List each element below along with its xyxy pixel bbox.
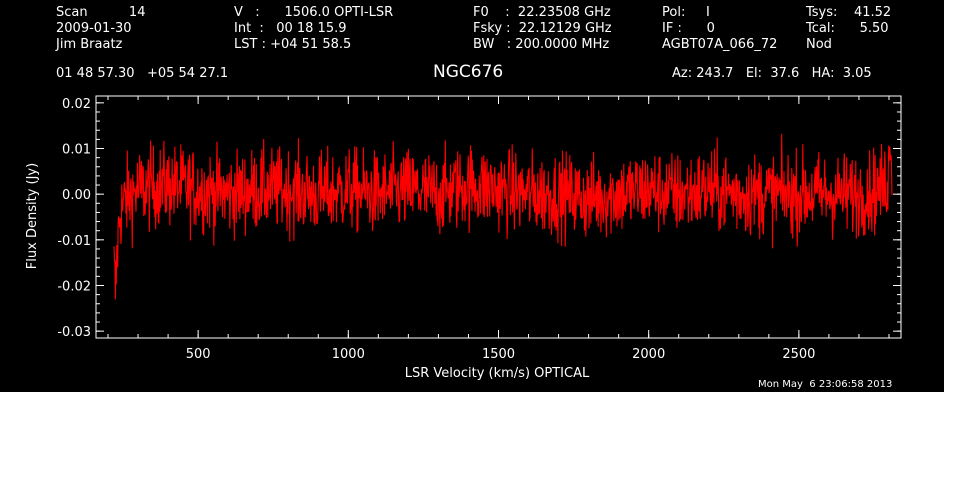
scan-label: Scan 14 bbox=[56, 5, 146, 20]
source-name: NGC676 bbox=[433, 62, 504, 82]
tcal-label: Tcal: 5.50 bbox=[806, 21, 889, 36]
spectrum-panel: Scan 14 2009-01-30 Jim Braatz V : 1506.0… bbox=[0, 0, 944, 392]
az-el-ha-label: Az: 243.7 El: 37.6 HA: 3.05 bbox=[672, 66, 872, 81]
y-tick-label: -0.02 bbox=[57, 279, 91, 294]
procedure-label: Nod bbox=[806, 37, 832, 52]
x-tick-label: 1500 bbox=[482, 347, 515, 362]
plot-timestamp: Mon May 6 23:06:58 2013 bbox=[758, 379, 893, 390]
spectrum-chart: -0.03 -0.02 -0.01 0.00 0.01 0.02 500 1000 1500 20… bbox=[25, 95, 902, 381]
observer-label: Jim Braatz bbox=[56, 37, 123, 52]
fsky-label: Fsky : 22.12129 GHz bbox=[473, 21, 612, 36]
project-label: AGBT07A_066_72 bbox=[662, 37, 778, 52]
if-label: IF : 0 bbox=[662, 21, 715, 36]
y-tick-label: -0.01 bbox=[57, 234, 91, 249]
tsys-label: Tsys: 41.52 bbox=[806, 5, 892, 20]
bandwidth-label: BW : 200.0000 MHz bbox=[473, 37, 610, 52]
x-tick-label: 2000 bbox=[632, 347, 665, 362]
velocity-label: V : 1506.0 OPTI-LSR bbox=[234, 5, 394, 20]
y-tick-label: 0.00 bbox=[62, 188, 91, 203]
lst-label: LST : +04 51 58.5 bbox=[234, 37, 352, 52]
date-label: 2009-01-30 bbox=[56, 21, 132, 36]
x-tick-label: 1000 bbox=[332, 347, 365, 362]
polarization-label: Pol: I bbox=[662, 5, 710, 20]
spectrum-line bbox=[113, 133, 893, 300]
x-tick-label: 2500 bbox=[782, 347, 815, 362]
integration-label: Int : 00 18 15.9 bbox=[234, 21, 347, 36]
y-tick-label: 0.02 bbox=[62, 97, 91, 112]
f0-label: F0 : 22.23508 GHz bbox=[473, 5, 611, 20]
y-tick-label: 0.01 bbox=[62, 143, 91, 158]
y-tick-label: -0.03 bbox=[57, 325, 91, 340]
x-axis-label: LSR Velocity (km/s) OPTICAL bbox=[405, 366, 590, 381]
coordinates-label: 01 48 57.30 +05 54 27.1 bbox=[56, 66, 229, 81]
x-tick-label: 500 bbox=[186, 347, 211, 362]
y-axis-label: Flux Density (Jy) bbox=[25, 163, 40, 269]
